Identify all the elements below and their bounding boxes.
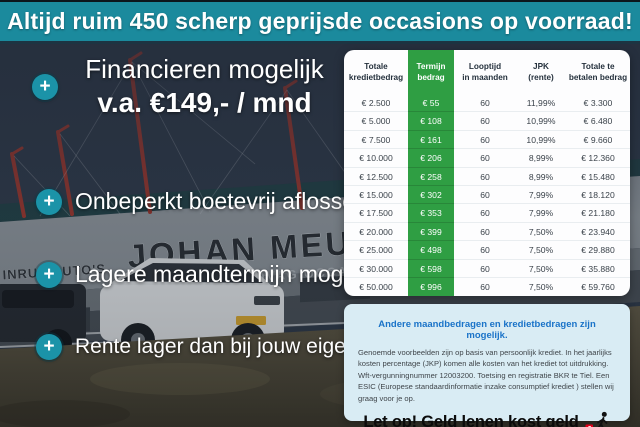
finance-table-header: Totale kredietbedrag Termijn bedrag Loopti…: [344, 50, 630, 94]
finance-cell: 7,99%: [516, 204, 566, 223]
finance-cell: € 21.180: [566, 204, 630, 223]
finance-cell: € 206: [408, 149, 454, 168]
finance-cell: € 353: [408, 204, 454, 223]
promo-item-repayment: + Onbeperkt boetevrij aflossen: [36, 188, 368, 215]
finance-cell: 10,99%: [516, 112, 566, 131]
finance-cell: 60: [454, 223, 516, 242]
finance-cell: € 50.000: [359, 281, 393, 292]
finance-cell: 8,99%: [516, 149, 566, 168]
finance-cell: € 15.000: [344, 186, 408, 205]
finance-cell: 7,50%: [516, 223, 566, 242]
finance-cell: € 5.000: [344, 112, 408, 131]
plus-icon: +: [36, 188, 62, 215]
finance-cell: € 598: [408, 260, 454, 278]
finance-cell: 60: [454, 94, 516, 113]
col-header-total: Totale te betalen bedrag: [568, 61, 628, 82]
finance-cell: € 10.000: [344, 149, 408, 168]
promo-item-interest: + Rente lager dan bij jouw eigen bank: [36, 334, 409, 360]
finance-cell: € 258: [408, 168, 454, 186]
promo-interest-label: Rente lager dan bij jouw eigen bank: [75, 335, 409, 358]
promo-lower-term-label: Lagere maandtermijn mogelijk: [75, 261, 384, 287]
finance-cell: € 20.000: [344, 223, 408, 242]
info-panel: Andere maandbedragen en kredietbedragen …: [344, 304, 630, 427]
finance-cell: € 25.000: [344, 241, 408, 260]
finance-cell: € 23.940: [566, 223, 630, 242]
promo-repayment-label: Onbeperkt boetevrij aflossen: [75, 188, 368, 214]
col-header-duration: Looptijd in maanden: [462, 61, 508, 82]
info-disclaimer: Genoemde voorbeelden zijn op basis van p…: [358, 348, 614, 403]
finance-cell: € 3.300: [566, 94, 630, 113]
finance-cell: 60: [454, 149, 516, 168]
finance-cell: 60: [454, 186, 516, 205]
col-header-jpk: JPK (rente): [528, 61, 554, 82]
banner-text: Altijd ruim 450 scherp geprijsde occasio…: [7, 8, 633, 34]
finance-cell: 60: [454, 260, 516, 278]
finance-cell: € 55: [408, 94, 454, 113]
finance-cell: € 6.480: [566, 112, 630, 131]
finance-cell: € 996: [420, 281, 442, 292]
finance-cell: € 7.500: [344, 131, 408, 150]
finance-cell: € 2.500: [344, 94, 408, 113]
promo-financing-line1: Financieren mogelijk: [85, 54, 324, 84]
euro-debt-walker-icon: €: [585, 411, 608, 427]
info-headline: Andere maandbedragen en kredietbedragen …: [378, 319, 596, 341]
svg-text:€: €: [586, 426, 591, 427]
finance-cell: € 302: [408, 186, 454, 205]
finance-cell: 7,99%: [516, 186, 566, 205]
finance-cell: 60: [454, 241, 516, 260]
plus-icon: +: [32, 73, 58, 100]
finance-cell: 7,50%: [516, 260, 566, 278]
finance-cell: € 12.360: [566, 149, 630, 168]
finance-cell: € 35.880: [566, 260, 630, 278]
promo-item-lower-term: + Lagere maandtermijn mogelijk: [36, 261, 383, 288]
finance-cell: 7,50%: [528, 281, 554, 292]
highlight-column-stripe: [408, 50, 454, 296]
finance-cell: € 12.500: [344, 168, 408, 186]
finance-cell: 60: [454, 112, 516, 131]
finance-table-body: € 2.500 € 55 60 11,99% € 3.300 € 5.000 € 108 60…: [344, 94, 630, 296]
plus-icon: +: [36, 261, 62, 288]
finance-cell: € 161: [408, 131, 454, 150]
finance-cell: € 29.880: [566, 241, 630, 260]
finance-cell: 60: [454, 168, 516, 186]
top-banner: Altijd ruim 450 scherp geprijsde occasio…: [0, 0, 640, 44]
finance-cell: 11,99%: [516, 94, 566, 113]
finance-cell: 7,50%: [516, 241, 566, 260]
credit-warning-text: Let op! Geld lenen kost geld: [363, 412, 579, 427]
finance-cell: € 17.500: [344, 204, 408, 223]
finance-cell: € 498: [408, 241, 454, 260]
promo-item-financing: + Financieren mogelijk v.a. €149,- / mnd: [32, 54, 338, 120]
finance-cell: € 59.760: [581, 281, 615, 292]
finance-cell: 10,99%: [516, 131, 566, 150]
finance-cell: € 108: [408, 112, 454, 131]
finance-table-card: Totale kredietbedrag Termijn bedrag Loopti…: [344, 50, 630, 296]
promo-financing-line2: v.a. €149,- / mnd: [97, 86, 312, 118]
col-header-term: Termijn bedrag: [416, 61, 446, 82]
finance-cell: € 399: [408, 223, 454, 242]
finance-cell: 60: [454, 131, 516, 150]
finance-cell: € 18.120: [566, 186, 630, 205]
finance-cell: 8,99%: [516, 168, 566, 186]
credit-warning: Let op! Geld lenen kost geld €: [358, 411, 616, 427]
finance-cell: 60: [454, 204, 516, 223]
finance-cell: € 9.660: [566, 131, 630, 150]
finance-cell: 60: [480, 281, 490, 292]
col-header-credit: Totale kredietbedrag: [348, 61, 404, 82]
finance-cell: € 30.000: [344, 260, 408, 278]
finance-cell: € 15.480: [566, 168, 630, 186]
plus-icon: +: [36, 334, 62, 360]
